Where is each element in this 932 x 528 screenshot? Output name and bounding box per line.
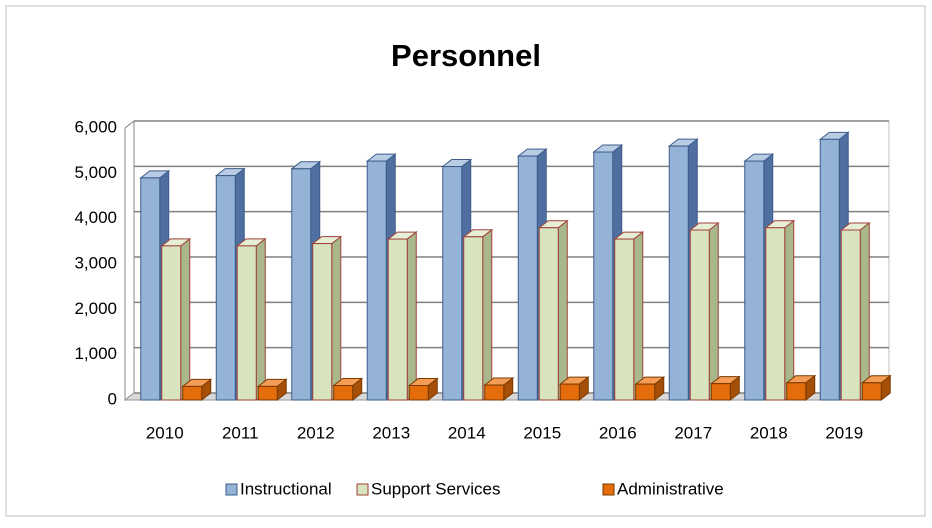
bar bbox=[710, 383, 731, 401]
x-tick-label: 2013 bbox=[372, 423, 410, 442]
bar bbox=[614, 238, 635, 401]
bar-side bbox=[331, 235, 342, 402]
x-tick-label: 2010 bbox=[146, 423, 184, 442]
bar bbox=[463, 236, 484, 401]
x-tick-label: 2012 bbox=[297, 423, 335, 442]
bar bbox=[257, 385, 278, 401]
x-tick-label: 2011 bbox=[222, 423, 259, 442]
bar bbox=[744, 160, 765, 401]
bar-side bbox=[708, 221, 719, 402]
bar bbox=[538, 227, 559, 401]
bar bbox=[840, 229, 861, 401]
x-tick-label: 2017 bbox=[674, 423, 712, 442]
x-tick-label: 2014 bbox=[448, 423, 486, 442]
bar bbox=[765, 227, 786, 401]
x-tick-label: 2019 bbox=[825, 423, 863, 442]
x-tick-label: 2018 bbox=[750, 423, 788, 442]
bar-side bbox=[784, 219, 795, 402]
y-tick-label: 1,000 bbox=[74, 344, 117, 363]
x-tick-label: 2016 bbox=[599, 423, 637, 442]
bar-side bbox=[633, 231, 644, 402]
legend-label: Instructional bbox=[240, 479, 332, 498]
y-tick-label: 3,000 bbox=[74, 253, 117, 272]
y-tick-label: 0 bbox=[108, 389, 117, 408]
bar bbox=[593, 151, 614, 401]
bar bbox=[140, 177, 161, 401]
bar bbox=[366, 160, 387, 401]
bar bbox=[786, 382, 807, 401]
bar-side bbox=[406, 231, 417, 402]
bar-side bbox=[557, 219, 568, 402]
y-tick-label: 2,000 bbox=[74, 299, 117, 318]
bar bbox=[333, 384, 354, 401]
y-tick-label: 6,000 bbox=[74, 117, 117, 136]
bar-side bbox=[859, 221, 870, 402]
y-tick-label: 4,000 bbox=[74, 208, 117, 227]
bar bbox=[408, 384, 429, 401]
bar bbox=[215, 175, 236, 401]
bar-side bbox=[482, 228, 493, 402]
chart-title: Personnel bbox=[391, 38, 541, 73]
y-tick-label: 5,000 bbox=[74, 163, 117, 182]
bar bbox=[312, 243, 333, 401]
bar bbox=[668, 145, 689, 401]
bar bbox=[559, 383, 580, 401]
side-wall bbox=[124, 119, 135, 402]
bar bbox=[442, 166, 463, 401]
legend-swatch bbox=[602, 483, 615, 496]
bar bbox=[182, 385, 203, 401]
bar bbox=[517, 155, 538, 401]
x-tick-label: 2015 bbox=[523, 423, 561, 442]
legend-label: Support Services bbox=[371, 479, 500, 498]
bar bbox=[161, 245, 182, 401]
bar bbox=[861, 382, 882, 401]
bar bbox=[819, 138, 840, 401]
bar bbox=[635, 383, 656, 401]
bar bbox=[387, 238, 408, 401]
bar-side bbox=[180, 237, 191, 402]
bar bbox=[689, 229, 710, 401]
legend-swatch bbox=[225, 483, 238, 496]
bar bbox=[291, 168, 312, 401]
bar-side bbox=[255, 237, 266, 402]
legend-swatch bbox=[356, 483, 369, 496]
bar bbox=[236, 245, 257, 401]
legend-label: Administrative bbox=[617, 479, 724, 498]
bar bbox=[484, 384, 505, 401]
